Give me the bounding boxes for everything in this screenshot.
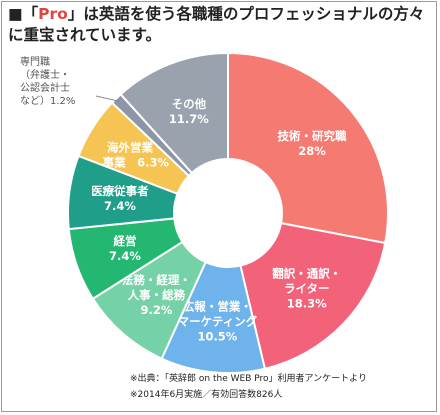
footnote-survey: ※2014年6月実施／有効回答数826人: [130, 390, 283, 400]
pie-label-8: その他 11.7%: [169, 97, 209, 126]
pie-label-3-line-1: 人事・総務: [128, 288, 186, 302]
pie-label-6: 海外営業・事業 6.3%: [103, 140, 170, 169]
pie-label-3: 法務・経理・人事・総務 9.2%: [122, 273, 191, 317]
title-rest: 」は英語を使う各職種のプロフェッショナルの方々に重宝されています。: [8, 5, 425, 44]
pie-label-2-line-1: マーケティング: [178, 314, 258, 328]
pie-label-4-line-0: 経営: [113, 234, 136, 248]
pie-label-2: 広報・営業・マーケティング 10.5%: [178, 299, 258, 343]
pie-label-1-line-1: ライター: [284, 281, 330, 295]
pie-label-3-line-2: 9.2%: [140, 303, 172, 317]
pie-label-5-line-1: 7.4%: [104, 199, 136, 213]
label-senmonshoku: 専門職 （弁護士・ 公認会計士 など）1.2%: [20, 57, 76, 107]
footnote-source: ※出典：「英辞郎 on the WEB Pro」利用者アンケートより: [130, 374, 367, 384]
pie-slice-0: [227, 51, 389, 245]
pie-label-1-line-0: 翻訳・通訳・: [272, 266, 341, 280]
pie-slice-8: [119, 51, 229, 175]
pie-label-6-line-0: 海外営業・: [107, 140, 165, 154]
pie-slice-1: [239, 221, 387, 370]
pie-label-4: 経営 7.4%: [109, 234, 141, 263]
title-highlight: Pro: [38, 5, 68, 23]
pie-label-6-line-1: 事業 6.3%: [103, 155, 170, 169]
pie-label-8-line-0: その他: [172, 97, 207, 111]
pie-label-1-line-2: 18.3%: [287, 296, 327, 310]
footnotes: ※出典：「英辞郎 on the WEB Pro」利用者アンケートより ※2014…: [130, 371, 367, 403]
pie-label-0-line-1: 28%: [298, 144, 326, 158]
title-prefix: ■「: [8, 5, 39, 23]
pie-label-5-line-0: 医療従事者: [91, 184, 149, 198]
pie-label-5: 医療従事者 7.4%: [91, 184, 149, 213]
pie-label-3-line-0: 法務・経理・: [122, 273, 191, 287]
pie-label-8-line-1: 11.7%: [169, 112, 209, 126]
leader-line-senmonshoku: [95, 95, 120, 102]
chart-title: ■「Pro」は英語を使う各職種のプロフェッショナルの方々に重宝されています。: [8, 4, 433, 46]
pie-label-0-line-0: 技術・研究職: [277, 129, 346, 143]
pie-label-0: 技術・研究職 28%: [277, 129, 346, 158]
pie-label-1: 翻訳・通訳・ライター 18.3%: [272, 266, 341, 310]
pie-slice-2: [160, 260, 267, 374]
pie-label-2-line-2: 10.5%: [197, 329, 237, 343]
pie-label-4-line-1: 7.4%: [109, 249, 141, 263]
pie-label-2-line-0: 広報・営業・: [183, 299, 252, 313]
